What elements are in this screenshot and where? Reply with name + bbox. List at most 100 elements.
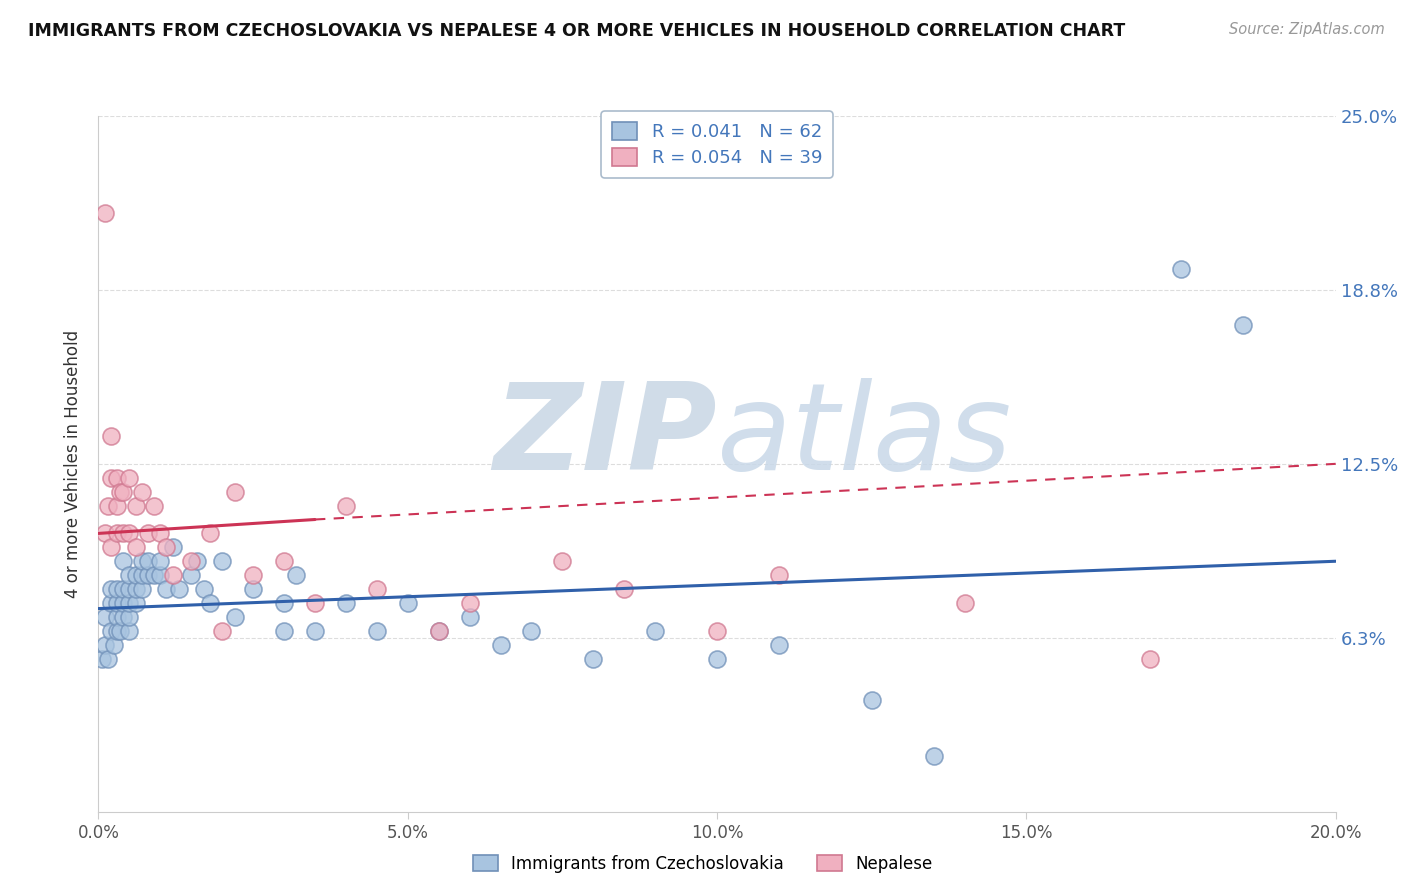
Point: [118, 582, 141, 596]
Point: [198, 596, 221, 610]
Point: [273, 554, 295, 568]
Point: [118, 568, 141, 582]
Point: [706, 651, 728, 665]
Point: [93, 526, 115, 541]
Point: [108, 624, 131, 638]
Point: [180, 554, 202, 568]
Point: [118, 624, 141, 638]
Point: [224, 610, 246, 624]
Point: [224, 484, 246, 499]
Point: [124, 541, 146, 555]
Point: [105, 471, 128, 485]
Point: [155, 582, 177, 596]
Point: [131, 582, 153, 596]
Point: [93, 610, 115, 624]
Text: atlas: atlas: [717, 377, 1012, 494]
Point: [489, 638, 512, 652]
Point: [285, 568, 308, 582]
Point: [90, 651, 112, 665]
Point: [105, 624, 128, 638]
Point: [768, 638, 790, 652]
Point: [149, 526, 172, 541]
Text: ZIP: ZIP: [494, 377, 717, 494]
Point: [155, 541, 177, 555]
Point: [162, 541, 184, 555]
Point: [273, 624, 295, 638]
Point: [366, 582, 388, 596]
Point: [100, 541, 122, 555]
Point: [520, 624, 543, 638]
Point: [100, 624, 122, 638]
Legend: Immigrants from Czechoslovakia, Nepalese: Immigrants from Czechoslovakia, Nepalese: [467, 848, 939, 880]
Point: [105, 526, 128, 541]
Point: [97, 651, 120, 665]
Point: [100, 596, 122, 610]
Point: [427, 624, 450, 638]
Point: [105, 499, 128, 513]
Point: [167, 582, 190, 596]
Point: [105, 582, 128, 596]
Point: [706, 624, 728, 638]
Point: [193, 582, 215, 596]
Point: [551, 554, 574, 568]
Point: [211, 554, 233, 568]
Point: [100, 582, 122, 596]
Point: [105, 596, 128, 610]
Point: [143, 568, 166, 582]
Point: [118, 610, 141, 624]
Point: [162, 568, 184, 582]
Point: [112, 484, 135, 499]
Point: [118, 526, 141, 541]
Point: [1170, 262, 1192, 277]
Point: [242, 568, 264, 582]
Point: [108, 484, 131, 499]
Point: [131, 554, 153, 568]
Point: [131, 484, 153, 499]
Point: [396, 596, 419, 610]
Point: [1139, 651, 1161, 665]
Point: [100, 429, 122, 443]
Point: [124, 582, 146, 596]
Point: [1232, 318, 1254, 332]
Point: [273, 596, 295, 610]
Point: [860, 693, 883, 707]
Point: [100, 471, 122, 485]
Point: [922, 749, 945, 764]
Point: [211, 624, 233, 638]
Point: [124, 596, 146, 610]
Point: [136, 568, 159, 582]
Point: [93, 638, 115, 652]
Point: [335, 596, 357, 610]
Point: [105, 610, 128, 624]
Point: [112, 526, 135, 541]
Point: [366, 624, 388, 638]
Point: [103, 638, 125, 652]
Point: [458, 610, 481, 624]
Point: [242, 582, 264, 596]
Point: [458, 596, 481, 610]
Point: [644, 624, 666, 638]
Point: [582, 651, 605, 665]
Point: [427, 624, 450, 638]
Legend: R = 0.041   N = 62, R = 0.054   N = 39: R = 0.041 N = 62, R = 0.054 N = 39: [602, 112, 832, 178]
Point: [131, 568, 153, 582]
Point: [335, 499, 357, 513]
Point: [124, 499, 146, 513]
Text: Source: ZipAtlas.com: Source: ZipAtlas.com: [1229, 22, 1385, 37]
Point: [149, 554, 172, 568]
Point: [768, 568, 790, 582]
Text: IMMIGRANTS FROM CZECHOSLOVAKIA VS NEPALESE 4 OR MORE VEHICLES IN HOUSEHOLD CORRE: IMMIGRANTS FROM CZECHOSLOVAKIA VS NEPALE…: [28, 22, 1125, 40]
Point: [149, 568, 172, 582]
Y-axis label: 4 or more Vehicles in Household: 4 or more Vehicles in Household: [65, 330, 83, 598]
Point: [143, 499, 166, 513]
Point: [953, 596, 976, 610]
Point: [613, 582, 636, 596]
Point: [180, 568, 202, 582]
Point: [136, 554, 159, 568]
Point: [136, 526, 159, 541]
Point: [112, 554, 135, 568]
Point: [186, 554, 208, 568]
Point: [124, 568, 146, 582]
Point: [198, 526, 221, 541]
Point: [93, 206, 115, 220]
